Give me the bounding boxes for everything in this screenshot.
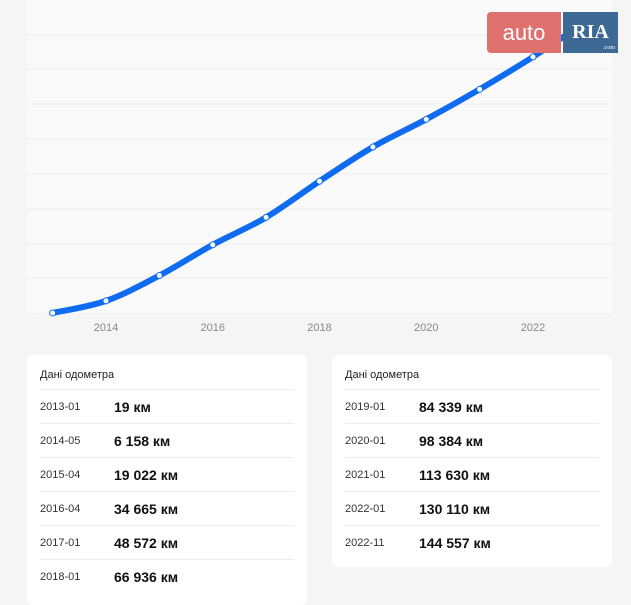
table-title: Дані одометра (40, 369, 115, 381)
point (476, 85, 484, 93)
row-date: 2019-01 (345, 401, 386, 413)
row-date: 2020-01 (345, 435, 386, 447)
table-row: 2017-01 48 572 км (40, 525, 294, 560)
row-value: 19 022 км (114, 467, 179, 483)
logo-ria: RIA .com (563, 12, 618, 53)
x-tick-label: 2014 (94, 322, 118, 334)
table-row: 2015-04 19 022 км (40, 457, 294, 492)
row-value: 144 557 км (419, 535, 491, 551)
row-date: 2013-01 (40, 401, 81, 413)
row-date: 2017-01 (40, 537, 81, 549)
logo-auto: auto (487, 12, 561, 53)
point (102, 297, 110, 305)
x-tick-label: 2016 (201, 322, 225, 334)
point (49, 309, 57, 317)
point (262, 213, 270, 221)
row-date: 2022-01 (345, 503, 386, 515)
row-value: 48 572 км (114, 535, 179, 551)
logo-com: .com (603, 45, 615, 51)
point (209, 241, 217, 249)
point (155, 272, 163, 280)
point (422, 115, 430, 123)
x-tick-label: 2018 (307, 322, 331, 334)
row-date: 2018-01 (40, 571, 81, 583)
table-row: 2022-11 144 557 км (345, 525, 599, 560)
row-value: 113 630 км (419, 467, 491, 483)
point (369, 143, 377, 151)
row-value: 66 936 км (114, 569, 179, 585)
table-row: 2022-01 130 110 км (345, 491, 599, 526)
row-value: 130 110 км (419, 501, 491, 517)
table-row: 2018-01 66 936 км (40, 559, 294, 594)
logo-ria-text: RIA (572, 21, 609, 43)
x-tick-label: 2022 (521, 322, 545, 334)
table-row: 2014-05 6 158 км (40, 423, 294, 458)
table-row: 2021-01 113 630 км (345, 457, 599, 492)
table-card: Дані одометра 2019-01 84 339 км 2020-01 98 3… (332, 355, 612, 567)
table-row: 2019-01 84 339 км (345, 389, 599, 424)
row-date: 2016-04 (40, 503, 81, 515)
row-date: 2022-11 (345, 537, 385, 549)
table-row: 2013-01 19 км (40, 389, 294, 424)
point (529, 53, 537, 61)
table-row: 2016-04 34 665 км (40, 491, 294, 526)
row-value: 6 158 км (114, 433, 171, 449)
row-date: 2015-04 (40, 469, 81, 481)
row-value: 19 км (114, 399, 151, 415)
grid (27, 34, 612, 279)
point (316, 177, 323, 185)
table-card: Дані одометра 2013-01 19 км 2014-05 6 158 км… (27, 355, 307, 605)
row-value: 84 339 км (419, 399, 484, 415)
table-title: Дані одометра (345, 369, 420, 381)
row-date: 2014-05 (40, 435, 81, 447)
table-row: 2020-01 98 384 км (345, 423, 599, 458)
row-value: 98 384 км (419, 433, 484, 449)
row-date: 2021-01 (345, 469, 386, 481)
row-value: 34 665 км (114, 501, 179, 517)
x-tick-label: 2020 (414, 322, 438, 334)
